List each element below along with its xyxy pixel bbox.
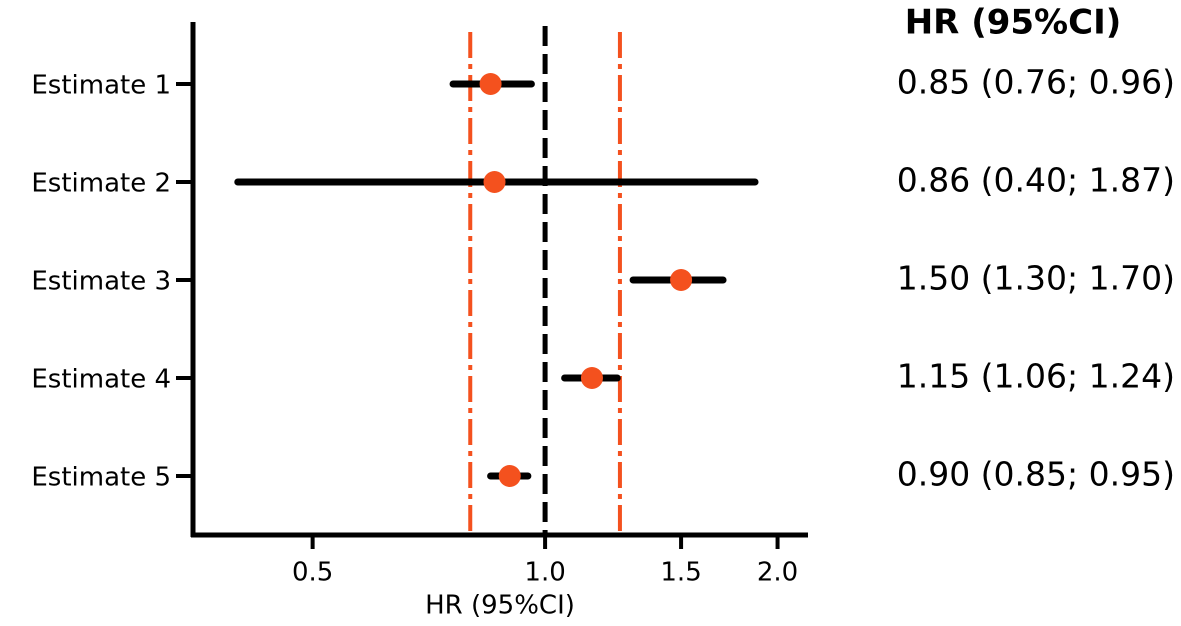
point-estimate — [580, 367, 603, 389]
y-tick-label: Estimate 4 — [31, 365, 171, 395]
y-tick-label: Estimate 2 — [31, 169, 171, 199]
column-title: HR (95%CI) — [905, 3, 1122, 43]
point-estimate — [670, 269, 693, 291]
y-tick-label: Estimate 1 — [31, 71, 171, 101]
value-label: 0.85 (0.76; 0.96) — [897, 63, 1175, 102]
value-label: 1.50 (1.30; 1.70) — [897, 259, 1175, 298]
value-label: 0.90 (0.85; 0.95) — [897, 455, 1175, 494]
x-tick-label: 2.0 — [757, 558, 798, 588]
value-label: 1.15 (1.06; 1.24) — [897, 357, 1175, 396]
point-estimate — [483, 171, 506, 193]
point-estimate — [479, 73, 502, 95]
value-label: 0.86 (0.40; 1.87) — [897, 161, 1175, 200]
x-tick-label: 0.5 — [292, 558, 333, 588]
x-tick-label: 1.5 — [660, 558, 701, 588]
y-tick-label: Estimate 5 — [31, 463, 171, 493]
point-estimate — [498, 465, 521, 487]
x-axis-label: HR (95%CI) — [425, 591, 575, 621]
x-tick-label: 1.0 — [524, 558, 565, 588]
y-tick-label: Estimate 3 — [31, 267, 171, 297]
